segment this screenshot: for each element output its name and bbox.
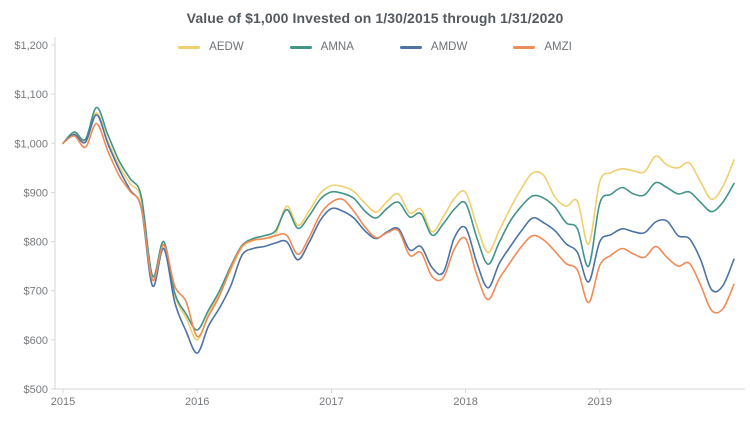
legend-swatch-icon (399, 45, 422, 49)
y-tick-label: $1,200 (14, 40, 48, 52)
x-tick-label: 2019 (588, 396, 612, 408)
legend-item-amzi[interactable]: AMZI (513, 41, 572, 53)
chart-title: Value of $1,000 Invested on 1/30/2015 th… (186, 10, 564, 26)
series-line-amdw (62, 113, 735, 354)
x-tick-label: 2015 (51, 396, 75, 408)
legend-swatch-icon (178, 45, 201, 49)
y-tick-label: $600 (24, 335, 48, 347)
legend-item-amdw[interactable]: AMDW (399, 41, 468, 53)
chart-legend: AEDW AMNA AMDW AMZI (0, 41, 750, 53)
legend-label: AMZI (544, 41, 572, 53)
legend-item-aedw[interactable]: AEDW (178, 41, 244, 53)
y-tick-label: $800 (24, 237, 48, 249)
legend-swatch-icon (289, 45, 312, 49)
series-line-aedw (62, 111, 735, 341)
legend-swatch-icon (513, 45, 536, 49)
legend-label: AMNA (320, 41, 354, 53)
y-tick-label: $1,000 (14, 138, 48, 150)
legend-label: AEDW (209, 41, 244, 53)
x-tick-label: 2016 (185, 396, 209, 408)
legend-label: AMDW (430, 41, 468, 53)
x-tick-label: 2017 (319, 396, 343, 408)
series-line-amzi (62, 122, 735, 338)
y-tick-label: $1,100 (14, 89, 48, 101)
y-tick-label: $900 (24, 187, 48, 199)
series-line-amna (62, 106, 735, 331)
x-tick-label: 2018 (453, 396, 477, 408)
y-tick-label: $500 (24, 384, 48, 396)
y-tick-label: $700 (24, 286, 48, 298)
legend-item-amna[interactable]: AMNA (289, 41, 354, 53)
